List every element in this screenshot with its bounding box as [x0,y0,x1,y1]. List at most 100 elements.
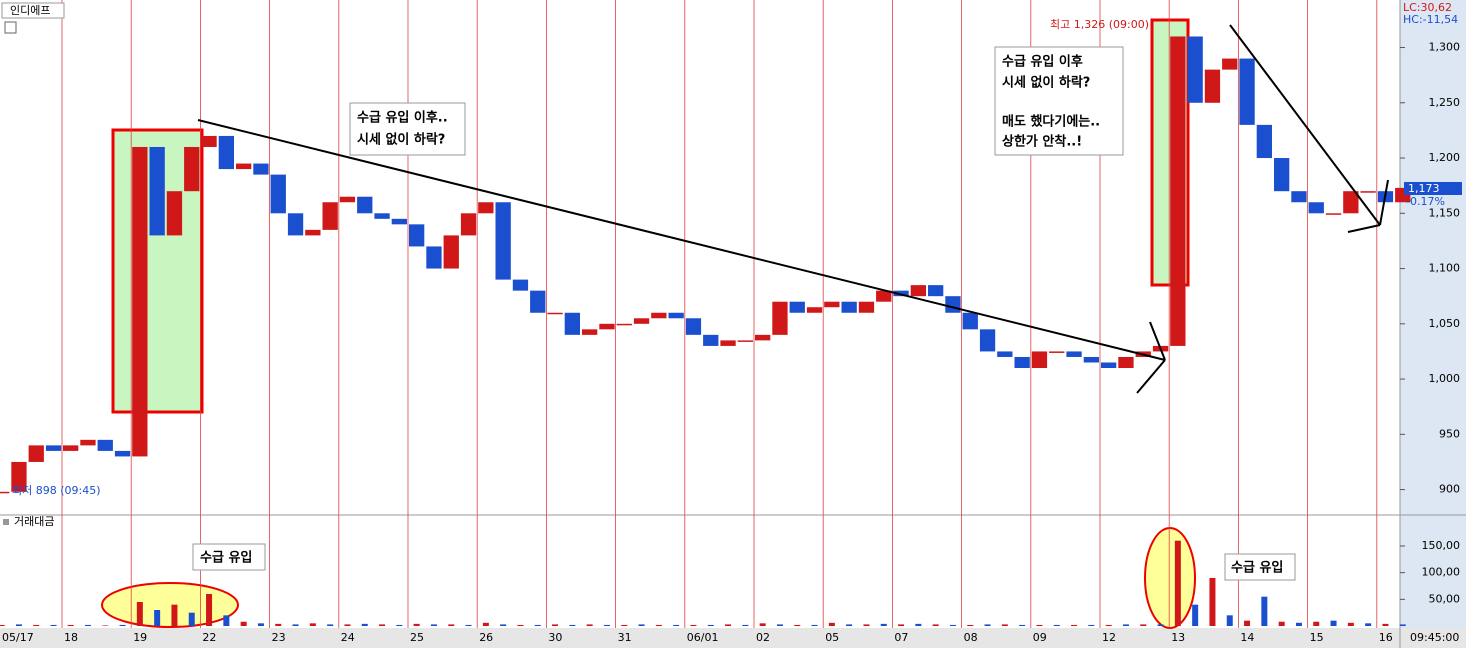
volume-bar [794,624,801,626]
candle [374,213,390,219]
candle [530,290,546,313]
volume-bar [1088,624,1095,626]
table-icon[interactable] [4,21,17,34]
volume-bar [482,622,489,626]
candle [114,450,131,457]
candle [633,318,650,324]
candle [997,351,1013,357]
volume-bar [1313,621,1320,626]
volume-bar [1209,578,1216,626]
candle [11,461,27,492]
candle [824,301,840,308]
candle [512,279,529,291]
volume-bar [327,624,334,626]
time-label: 09:45:00 [1410,631,1459,644]
volume-bar [206,594,213,626]
high-label: 최고 1,326 (09:00) [1050,18,1149,31]
candle [685,318,702,335]
annotation: 상한가 안착..! [1002,134,1082,150]
candle [876,290,892,302]
candle [651,312,667,319]
annotation: 수급 유입 이후 [1002,54,1083,70]
volume-bar [759,623,766,626]
x-tick-label: 08 [964,631,978,644]
candle [80,439,96,446]
annotation-box [994,46,1124,156]
candle [616,323,632,326]
title-box [1,2,65,19]
volume-bar [1226,615,1233,626]
candle [962,312,978,330]
y2-tick-label: 100,00 [1422,566,1461,579]
volume-bar [15,624,22,626]
volume-bar [707,624,714,626]
x-tick-label: 14 [1240,631,1254,644]
panel-icon [3,519,9,525]
volume-bar [171,604,178,626]
volume-bar [396,624,403,626]
volume-bar [1278,621,1285,626]
volume-bar [1244,620,1251,626]
volume-bar [136,602,143,626]
candle [599,323,615,330]
annotation-box [192,543,266,571]
candle [806,307,823,313]
candle [841,301,857,313]
volume-title: 거래대금 [14,515,54,528]
volume-bar [863,624,870,626]
stock-name: 인디에프 [10,4,50,17]
candle [1187,36,1203,103]
candle [582,329,598,335]
candle [1222,58,1238,70]
candle [1101,362,1117,369]
annotation-box [349,102,466,156]
x-tick-label: 23 [272,631,286,644]
volume-bar [275,623,282,626]
volume-bar [967,624,974,626]
candle [1014,356,1030,369]
volume-bar [638,624,645,626]
annotation: 시세 없이 하락? [357,132,445,148]
volume-bar [240,621,247,626]
candle [1049,351,1065,353]
volume-bar [0,624,5,626]
candle [910,285,926,297]
candle [45,445,62,451]
candle [737,340,753,342]
x-tick-label: 09 [1033,631,1047,644]
volume-bar [1053,624,1060,626]
annotation: 시세 없이 하락? [1002,75,1090,91]
axis-bg [1400,0,1466,628]
volume-bar [413,623,420,626]
volume-bar [725,624,732,626]
x-tick-label: 31 [618,631,632,644]
volume-bar [1019,624,1026,626]
candle [1031,351,1048,369]
annotation: 수급 유입 이후.. [357,110,448,126]
candle [703,334,719,346]
candle [1325,213,1342,215]
annotation: 매도 했다기에는.. [1002,114,1100,130]
volume-bar [465,624,472,626]
candle [1256,124,1272,159]
x-tick-label: 07 [894,631,908,644]
y-tick-label: 1,150 [1429,206,1461,219]
volume-bar [932,624,939,626]
x-tick-label: 15 [1310,631,1324,644]
x-tick-label: 06/01 [687,631,719,644]
volume-bar [344,624,351,626]
candle [339,196,356,203]
volume-bar [33,624,40,626]
candle [1343,191,1359,214]
volume-bar [50,624,57,626]
candle [1291,191,1307,203]
volume-bar [1105,624,1112,626]
volume-bar [1261,596,1268,626]
candle [789,301,805,313]
volume-bar [154,610,161,626]
trend-lines [197,24,1389,394]
y-tick-label: 1,200 [1429,151,1461,164]
candle [409,224,425,247]
volume-bar [102,625,109,626]
candle [1239,58,1255,125]
